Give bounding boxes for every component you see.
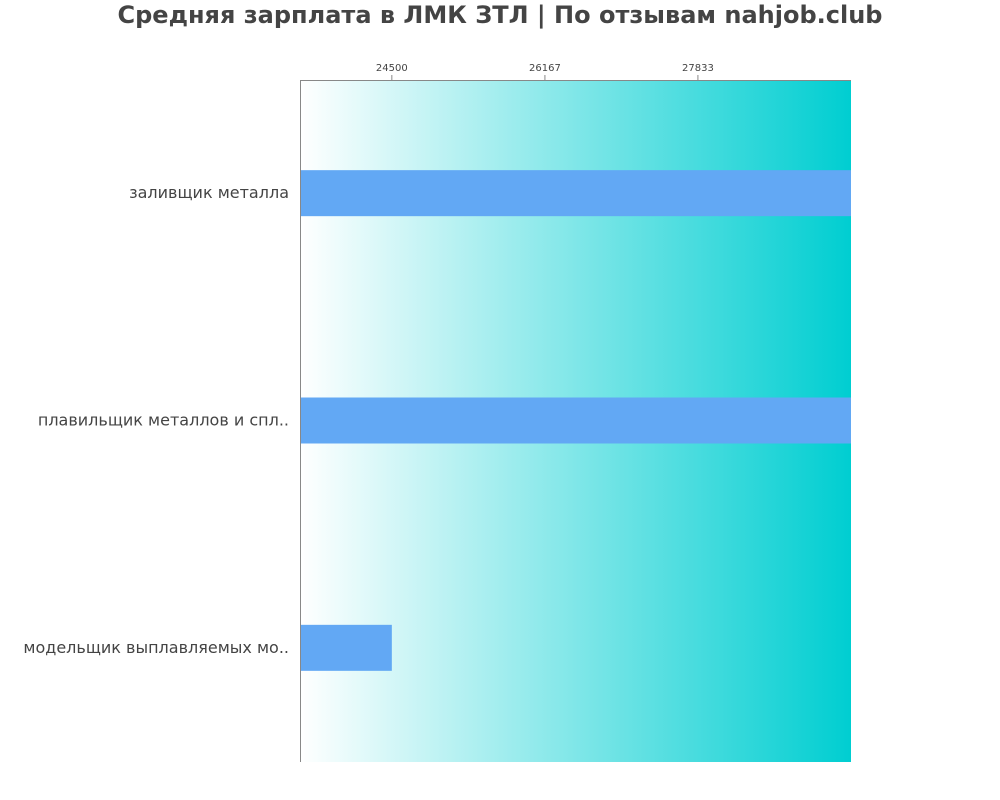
category-label-2: плавильщик металлов и спл..: [38, 411, 289, 430]
x-tick-label-2: 26167: [529, 63, 561, 74]
chart-title: Средняя зарплата в ЛМК ЗТЛ | По отзывам …: [117, 1, 883, 29]
x-tick-label-3: 27833: [682, 63, 714, 74]
category-label-1: заливщик металла: [129, 183, 289, 202]
bar-3: [301, 624, 392, 671]
bar-1: [301, 170, 851, 217]
bar-2: [301, 397, 851, 444]
x-tick-label-1: 24500: [376, 63, 408, 74]
category-label-3: модельщик выплавляемых мо..: [23, 638, 289, 657]
